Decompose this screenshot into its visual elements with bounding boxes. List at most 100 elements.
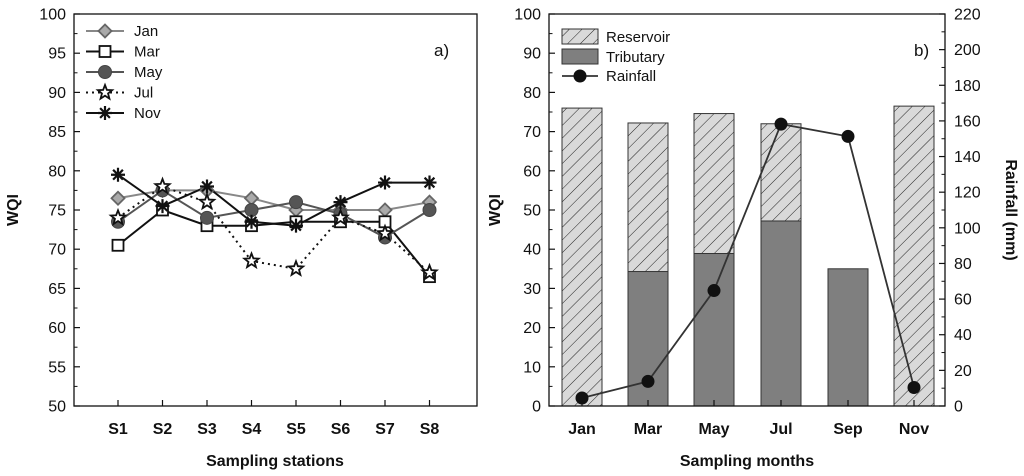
legend-label-may: May	[134, 64, 163, 81]
y-tick-label-b: 10	[523, 359, 541, 376]
y-tick-label-a: 100	[39, 7, 66, 24]
legend-label-jan: Jan	[134, 23, 158, 40]
y-tick-label-b: 50	[523, 203, 541, 220]
y2-tick-label-b: 200	[954, 42, 981, 59]
data-point-jul	[152, 176, 173, 195]
data-point-nov	[422, 175, 437, 190]
series-line-rainfall	[581, 123, 915, 399]
y2-tick-label-b: 180	[954, 78, 981, 95]
y2-tick-label-b: 220	[954, 7, 981, 24]
y-tick-label-b: 80	[523, 85, 541, 102]
data-point-nov	[155, 199, 170, 214]
y-tick-label-b: 40	[523, 242, 541, 259]
bars-b	[561, 105, 935, 407]
y2-tick-label-b: 140	[954, 149, 981, 166]
data-point-nov	[200, 179, 214, 194]
y-tick-label-a: 80	[48, 163, 66, 180]
data-point-nov	[111, 167, 125, 182]
data-point-jan	[377, 202, 393, 218]
data-point-may	[422, 203, 437, 217]
x-axis-ticks-a: S1 S2 S3 S4 S5 S6 S7 S8	[108, 400, 439, 438]
data-point-rainfall	[707, 284, 721, 298]
rainfall-series-b	[575, 117, 921, 405]
chart-panel-b: 0 10 20 30 40 50 60 70 80 90 100 0 20 40 60 80 100 120 14…	[487, 7, 1019, 471]
chart-panel-a: 50 55 60 65 70 75 80 85 90 95 100 S1 S2 S3 S4 S5 S6 S7 S8…	[5, 7, 478, 470]
legend-label-mar: Mar	[134, 44, 160, 61]
y-tick-label-a: 65	[48, 281, 66, 298]
legend-marker-may	[98, 65, 112, 79]
data-point-nov	[378, 175, 392, 190]
data-point-jul	[286, 258, 306, 277]
x-tick-label-a: S8	[420, 421, 440, 438]
legend-marker-mar	[98, 45, 112, 58]
x-tick-label-b: Mar	[634, 421, 662, 438]
series-line-nov	[117, 173, 430, 227]
series-markers-a	[108, 167, 440, 284]
x-tick-label-a: S4	[242, 421, 262, 438]
x-axis-ticks-b: Jan Mar May Jul Sep Nov	[568, 400, 929, 438]
data-point-may	[200, 210, 214, 225]
y-tick-label-b: 90	[523, 46, 541, 63]
x-tick-label-b: Sep	[833, 421, 863, 438]
legend-label-jul: Jul	[134, 85, 153, 102]
bar-tributary	[827, 268, 869, 407]
y-axis-title-a: WQI	[5, 194, 22, 226]
data-point-may	[289, 195, 303, 210]
data-point-nov	[244, 214, 259, 229]
y-tick-label-a: 95	[48, 46, 66, 63]
legend-label-reservoir: Reservoir	[606, 29, 670, 46]
legend-marker-jul	[95, 82, 115, 101]
legend-marker-jan	[97, 23, 113, 39]
data-point-jul	[375, 223, 395, 242]
data-point-jul	[330, 207, 351, 226]
legend-marker-rainfall	[573, 69, 587, 83]
data-point-jan	[243, 190, 260, 207]
series-line-may	[117, 189, 431, 239]
data-point-jul	[197, 192, 217, 211]
data-point-jul	[108, 207, 128, 226]
data-point-rainfall	[907, 380, 921, 394]
data-point-mar	[111, 238, 125, 252]
x-tick-label-b: Jan	[568, 421, 596, 438]
x-axis-title-b: Sampling months	[680, 453, 814, 470]
y2-tick-label-b: 40	[954, 327, 972, 344]
bar-tributary	[760, 220, 802, 407]
y2-axis-ticks-b: 0 20 40 60 80 100 120 140 160 180 200 220	[939, 7, 981, 416]
data-point-jan	[110, 190, 126, 207]
data-point-jul	[419, 262, 440, 281]
x-tick-label-a: S5	[286, 421, 306, 438]
data-point-nov	[289, 218, 303, 233]
legend-b: Reservoir Tributary Rainfall	[561, 28, 670, 85]
y-axis-ticks-b: 0 10 20 30 40 50 60 70 80 90 100	[514, 7, 555, 416]
panel-label-b: b)	[914, 41, 929, 60]
x-tick-label-a: S1	[108, 421, 128, 438]
legend-label-rainfall: Rainfall	[606, 68, 656, 85]
x-tick-label-a: S3	[197, 421, 217, 438]
y-tick-label-a: 70	[48, 242, 66, 259]
y2-tick-label-b: 80	[954, 256, 972, 273]
y2-tick-label-b: 20	[954, 363, 972, 380]
x-tick-label-b: May	[698, 421, 729, 438]
legend-swatch-tributary	[561, 48, 599, 65]
legend-label-tributary: Tributary	[606, 49, 665, 66]
y2-tick-label-b: 160	[954, 113, 981, 130]
y-tick-label-a: 90	[48, 85, 66, 102]
y-tick-label-b: 60	[523, 163, 541, 180]
data-point-rainfall	[641, 374, 655, 388]
legend-label-nov: Nov	[134, 105, 161, 122]
x-tick-label-a: S2	[153, 421, 173, 438]
y-axis-ticks-a: 50 55 60 65 70 75 80 85 90 95 100	[39, 7, 80, 416]
y-tick-label-b: 20	[523, 320, 541, 337]
y2-tick-label-b: 120	[954, 185, 981, 202]
data-point-jul	[241, 250, 262, 270]
y-tick-label-a: 85	[48, 124, 66, 141]
data-point-rainfall	[575, 391, 589, 405]
y-tick-label-b: 70	[523, 124, 541, 141]
bar-reservoir	[561, 107, 603, 407]
y-tick-label-b: 0	[532, 399, 541, 416]
x-tick-label-a: S7	[375, 421, 395, 438]
x-tick-label-a: S6	[331, 421, 351, 438]
data-point-may	[244, 203, 259, 217]
y2-tick-label-b: 100	[954, 220, 981, 237]
